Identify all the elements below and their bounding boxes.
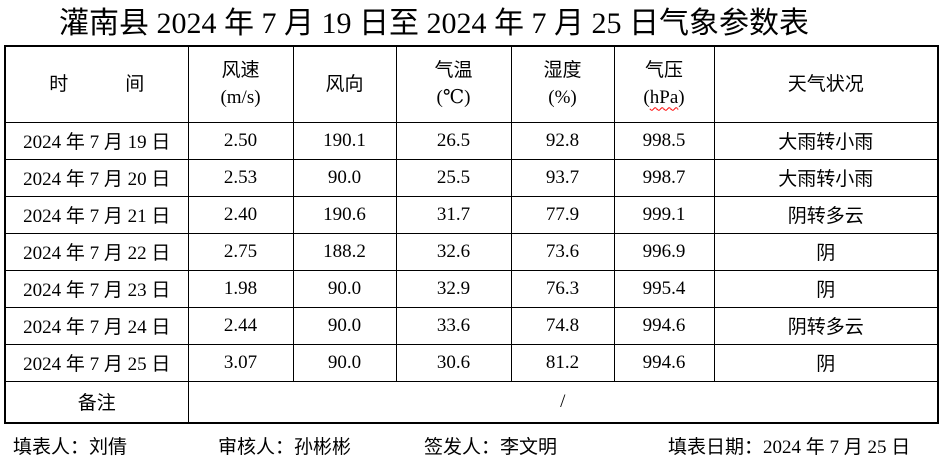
table-row: 2024 年 7 月 21 日 2.40 190.6 31.7 77.9 999… (4, 195, 939, 234)
pressure-cell: 994.6 (613, 306, 715, 345)
remark-row: 备注 / (4, 380, 939, 424)
wind-speed-header-unit: (m/s) (220, 87, 261, 109)
wind-speed-cell: 2.50 (187, 121, 294, 160)
wind-speed-cell: 1.98 (187, 269, 294, 308)
date-cell: 2024 年 7 月 23 日 (4, 269, 189, 308)
temperature-cell: 33.6 (395, 306, 512, 345)
wind-speed-cell: 2.75 (187, 232, 294, 271)
wind-speed-cell: 2.40 (187, 195, 294, 234)
pressure-cell: 995.4 (613, 269, 715, 308)
column-header-humidity: 湿度 (%) (510, 45, 615, 123)
temperature-cell: 26.5 (395, 121, 512, 160)
temperature-cell: 32.6 (395, 232, 512, 271)
humidity-header-unit: (%) (548, 87, 577, 109)
date-cell: 2024 年 7 月 19 日 (4, 121, 189, 160)
reviewer-label: 审核人：孙彬彬 (218, 437, 352, 458)
weather-header-label: 天气状况 (787, 73, 864, 95)
remark-label: 备注 (4, 380, 189, 424)
date-cell: 2024 年 7 月 20 日 (4, 158, 189, 197)
issuer-label: 签发人：李文明 (424, 437, 558, 458)
wind-direction-header-label: 风向 (325, 73, 364, 95)
table-row: 2024 年 7 月 25 日 3.07 90.0 30.6 81.2 994.… (4, 343, 939, 382)
temperature-header-unit: (℃) (436, 87, 471, 109)
signature-footer: 填表人：刘倩 审核人：孙彬彬 签发人：李文明 填表日期：2024 年 7 月 2… (0, 432, 939, 458)
table-row: 2024 年 7 月 24 日 2.44 90.0 33.6 74.8 994.… (4, 306, 939, 345)
weather-cell: 阴 (713, 269, 939, 308)
column-header-wind-direction: 风向 (292, 45, 397, 123)
table-row: 2024 年 7 月 19 日 2.50 190.1 26.5 92.8 998… (4, 121, 939, 160)
wind-direction-cell: 90.0 (292, 306, 397, 345)
wind-speed-cell: 2.53 (187, 158, 294, 197)
wind-direction-cell: 90.0 (292, 158, 397, 197)
column-header-wind-speed: 风速 (m/s) (187, 45, 294, 123)
pressure-cell: 994.6 (613, 343, 715, 382)
humidity-cell: 93.7 (510, 158, 615, 197)
temperature-header-label: 气温 (434, 60, 473, 82)
wind-direction-cell: 90.0 (292, 269, 397, 308)
humidity-cell: 74.8 (510, 306, 615, 345)
pressure-header-unit: (hPa) (643, 87, 685, 109)
preparer-label: 填表人：刘倩 (13, 437, 128, 458)
weather-cell: 大雨转小雨 (713, 121, 939, 160)
column-header-pressure: 气压 (hPa) (613, 45, 715, 123)
humidity-cell: 73.6 (510, 232, 615, 271)
weather-cell: 阴 (713, 343, 939, 382)
humidity-cell: 81.2 (510, 343, 615, 382)
weather-cell: 阴 (713, 232, 939, 271)
pressure-cell: 998.5 (613, 121, 715, 160)
pressure-unit-spellcheck: hPa (649, 87, 679, 109)
pressure-cell: 996.9 (613, 232, 715, 271)
date-cell: 2024 年 7 月 22 日 (4, 232, 189, 271)
table-row: 2024 年 7 月 22 日 2.75 188.2 32.6 73.6 996… (4, 232, 939, 271)
fill-date-label: 填表日期：2024 年 7 月 25 日 (668, 437, 911, 458)
wind-speed-header-label: 风速 (221, 60, 260, 82)
remark-value: / (187, 380, 939, 424)
wind-direction-cell: 190.6 (292, 195, 397, 234)
date-cell: 2024 年 7 月 24 日 (4, 306, 189, 345)
table-header-row: 时 间 风速 (m/s) 风向 气温 (℃) 湿度 (%) (4, 45, 939, 123)
page-title: 灌南县 2024 年 7 月 19 日至 2024 年 7 月 25 日气象参数… (59, 7, 809, 40)
temperature-cell: 32.9 (395, 269, 512, 308)
date-cell: 2024 年 7 月 21 日 (4, 195, 189, 234)
table-row: 2024 年 7 月 20 日 2.53 90.0 25.5 93.7 998.… (4, 158, 939, 197)
date-cell: 2024 年 7 月 25 日 (4, 343, 189, 382)
wind-speed-cell: 3.07 (187, 343, 294, 382)
pressure-header-label: 气压 (644, 60, 683, 82)
weather-cell: 阴转多云 (713, 306, 939, 345)
humidity-cell: 76.3 (510, 269, 615, 308)
pressure-cell: 998.7 (613, 158, 715, 197)
wind-direction-cell: 90.0 (292, 343, 397, 382)
column-header-time: 时 间 (4, 45, 189, 123)
wind-speed-cell: 2.44 (187, 306, 294, 345)
wind-direction-cell: 188.2 (292, 232, 397, 271)
temperature-cell: 30.6 (395, 343, 512, 382)
column-header-temperature: 气温 (℃) (395, 45, 512, 123)
column-header-weather: 天气状况 (713, 45, 939, 123)
wind-direction-cell: 190.1 (292, 121, 397, 160)
humidity-header-label: 湿度 (543, 60, 582, 82)
temperature-cell: 31.7 (395, 195, 512, 234)
temperature-cell: 25.5 (395, 158, 512, 197)
table-row: 2024 年 7 月 23 日 1.98 90.0 32.9 76.3 995.… (4, 269, 939, 308)
time-header-label: 时 间 (49, 73, 145, 95)
humidity-cell: 92.8 (510, 121, 615, 160)
weather-parameters-table: 时 间 风速 (m/s) 风向 气温 (℃) 湿度 (%) (4, 45, 939, 424)
weather-cell: 大雨转小雨 (713, 158, 939, 197)
humidity-cell: 77.9 (510, 195, 615, 234)
pressure-cell: 999.1 (613, 195, 715, 234)
weather-cell: 阴转多云 (713, 195, 939, 234)
